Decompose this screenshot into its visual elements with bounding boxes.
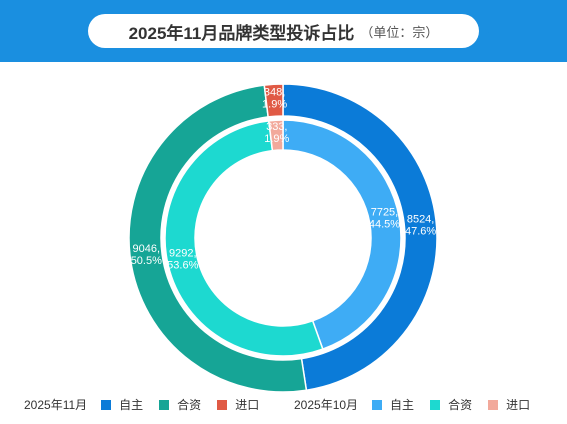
donut-slice-outer-1 (128, 84, 308, 392)
legend-label: 合资 (448, 398, 473, 412)
inner-ring (164, 119, 402, 357)
legend-label: 合资 (177, 398, 202, 412)
legend-label: 进口 (235, 398, 260, 412)
legend-item: 合资 (430, 396, 472, 413)
legend-label: 自主 (119, 398, 144, 412)
legend-swatch (159, 399, 170, 410)
legend-item: 自主 (372, 396, 414, 413)
slice-label-outer-1: 9046, 50.5% (131, 243, 162, 267)
legend-swatch (101, 399, 112, 410)
slice-label-inner-1: 9292, 53.6% (167, 248, 198, 272)
legend-label: 自主 (390, 398, 415, 412)
donut-chart: 8524, 47.6% 9046, 50.5% 348, 1.9% 7725, 44.5% 92… (128, 83, 438, 392)
legend-item: 自主 (101, 396, 143, 413)
title-pill: 2025年11月品牌类型投诉占比 （单位：宗） (88, 14, 479, 48)
legend-item: 进口 (488, 396, 530, 413)
chart-unit: （单位：宗） (360, 24, 439, 40)
donut-slice-outer-2 (263, 83, 284, 118)
legend-swatch (430, 399, 441, 410)
legend-label: 进口 (506, 398, 531, 412)
slice-label-inner-0: 7725, 44.5% (369, 206, 400, 230)
legend-swatch (372, 399, 383, 410)
slice-label-inner-2: 333, 1.9% (264, 121, 289, 145)
donut-slice-inner-0 (282, 119, 402, 351)
slice-label-outer-0: 8524, 47.6% (405, 213, 436, 237)
header-dot-left (78, 29, 83, 34)
legend-swatch (488, 399, 499, 410)
data-labels: 8524, 47.6% 9046, 50.5% 348, 1.9% 7725, 44.5% 92… (131, 86, 437, 271)
legend-item: 进口 (217, 396, 259, 413)
chart-title: 2025年11月品牌类型投诉占比 (128, 23, 355, 43)
donut-slice-outer-0 (282, 83, 438, 392)
donut-slice-inner-2 (267, 119, 284, 152)
header-dot-right (484, 29, 489, 34)
header-bar: 2025年11月品牌类型投诉占比 （单位：宗） (0, 0, 567, 62)
slice-label-outer-2: 348, 1.9% (262, 86, 287, 110)
legend-nov: 2025年11月 自主 合资 进口 (24, 396, 275, 413)
donut-slice-inner-1 (164, 120, 324, 357)
legend-group-label: 2025年10月 (294, 398, 359, 412)
legend-group-label: 2025年11月 (24, 398, 88, 412)
legend-swatch (217, 399, 228, 410)
legend-item: 合资 (159, 396, 201, 413)
legend-oct: 2025年10月 自主 合资 进口 (294, 396, 546, 413)
outer-ring (128, 83, 438, 392)
